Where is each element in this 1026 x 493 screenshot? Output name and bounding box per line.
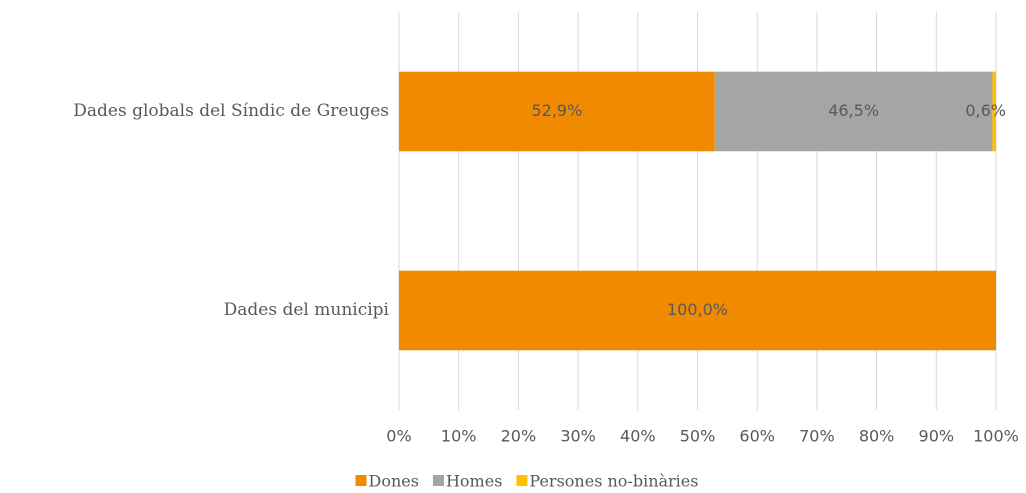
data-label: 0,6%: [965, 101, 1006, 120]
x-tick-label: 100%: [973, 427, 1019, 446]
bar-segment: [992, 71, 996, 152]
legend-label: Homes: [446, 472, 502, 491]
x-tick-label: 90%: [919, 427, 955, 446]
x-tick-label: 10%: [441, 427, 477, 446]
x-tick-label: 20%: [501, 427, 537, 446]
data-label: 52,9%: [531, 101, 582, 120]
x-tick-label: 40%: [620, 427, 656, 446]
x-tick-label: 50%: [680, 427, 716, 446]
data-label: 100,0%: [667, 300, 728, 319]
y-tick-label: Dades del municipi: [224, 300, 390, 320]
legend-label: Dones: [369, 472, 419, 491]
bar-segment: [399, 71, 715, 152]
data-label: 46,5%: [828, 101, 879, 120]
bar-segment: [399, 270, 996, 351]
bar-segment: [714, 71, 993, 152]
x-tick-label: 60%: [739, 427, 775, 446]
x-tick-label: 30%: [560, 427, 596, 446]
legend-swatch: [355, 475, 367, 486]
legend-swatch: [432, 475, 444, 486]
legend-label: Persones no-binàries: [529, 472, 698, 491]
y-tick-label: Dades globals del Síndic de Greuges: [73, 101, 389, 121]
x-tick-label: 70%: [799, 427, 835, 446]
x-tick-label: 80%: [859, 427, 895, 446]
x-tick-label: 0%: [386, 427, 411, 446]
legend-swatch: [516, 475, 528, 486]
